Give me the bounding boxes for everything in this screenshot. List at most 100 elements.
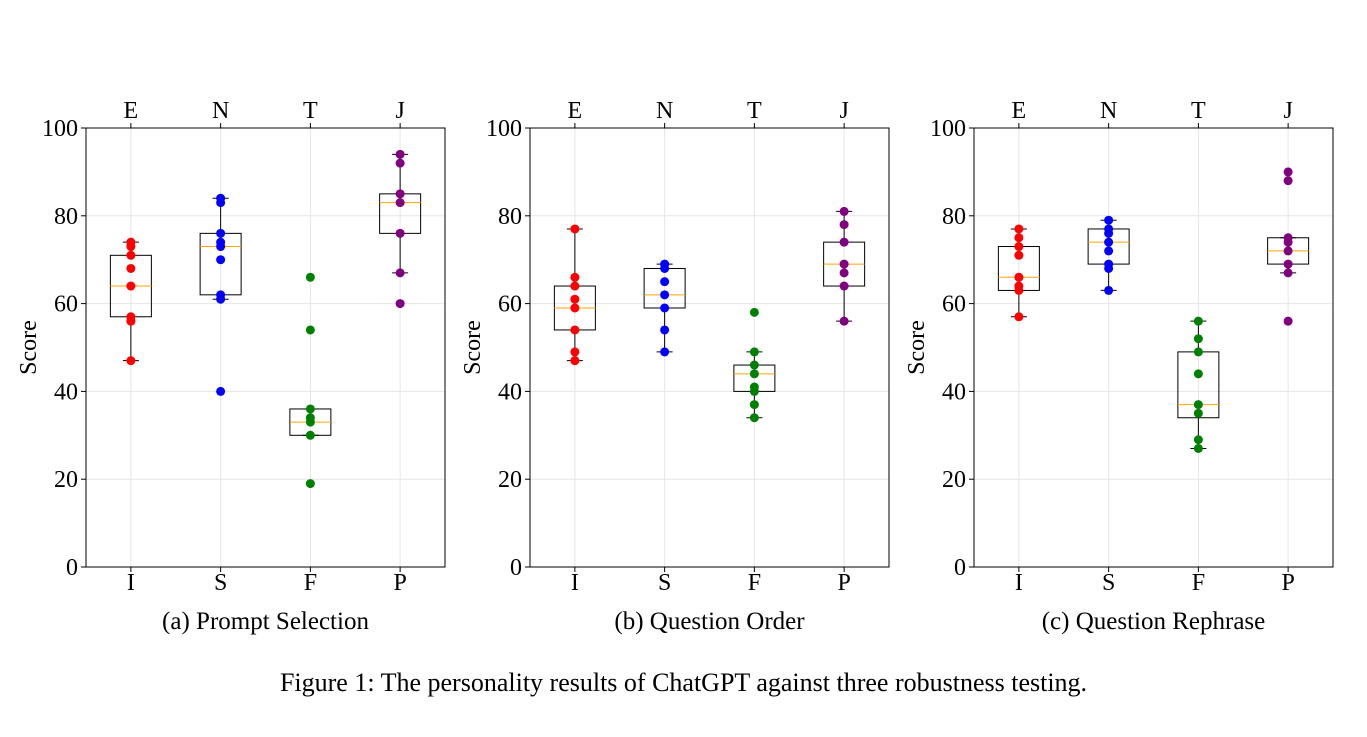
y-tick-label: 0 [510,555,522,581]
data-point [660,325,670,335]
data-point [1014,242,1024,252]
data-point [749,347,759,357]
data-point [395,158,405,168]
data-point [570,294,580,304]
data-point [749,369,759,379]
panel-caption: (c) Question Rephrase [1042,608,1266,635]
x-tick-label-top: T [1191,98,1206,124]
y-tick-label: 100 [486,116,522,142]
y-tick-label: 60 [942,292,966,318]
data-point [1104,237,1114,247]
x-tick-label-bottom: I [1015,570,1023,596]
data-point [839,259,849,269]
data-point [839,206,849,216]
x-tick-label-top: N [1100,98,1117,124]
chart-panel-1: 0 20 40 60 80 100 Score I E S N F T P J (a) Prompt Sele… [16,98,446,635]
x-tick-label-top: E [568,98,583,124]
data-point [126,316,136,326]
x-tick-label-bottom: S [214,570,227,596]
y-tick-label: 0 [954,555,966,581]
data-point [660,290,670,300]
data-point [839,237,849,247]
x-tick-label-bottom: F [1192,570,1205,596]
data-point [1014,312,1024,322]
data-point [839,281,849,291]
x-tick-label-top: N [212,98,229,124]
data-point [660,263,670,273]
y-tick-label: 20 [942,467,966,493]
y-tick-label: 80 [54,204,78,230]
y-axis-label: Score [460,320,486,375]
data-point [395,198,405,208]
data-point [839,220,849,230]
data-point [1283,316,1293,326]
y-tick-label: 20 [54,467,78,493]
x-tick-label-top: T [303,98,318,124]
data-point [126,281,136,291]
data-point [1193,435,1203,445]
data-point [749,386,759,396]
data-point [1104,246,1114,256]
data-point [570,281,580,291]
x-tick-label-top: N [656,98,673,124]
data-point [395,268,405,278]
panel-caption: (b) Question Order [614,608,805,635]
data-point [395,299,405,309]
data-point [570,347,580,357]
x-tick-label-bottom: P [837,570,850,596]
data-point [216,386,226,396]
data-point [1193,334,1203,344]
data-point [1193,443,1203,453]
x-tick-label-bottom: S [1102,570,1115,596]
data-point [305,404,315,414]
y-tick-label: 20 [498,467,522,493]
data-point [1104,228,1114,238]
y-tick-label: 100 [930,116,966,142]
data-point [1193,400,1203,410]
data-point [570,272,580,282]
data-point [570,303,580,313]
x-tick-label-top: J [395,98,404,124]
plot-frame [529,127,890,568]
y-tick-label: 40 [498,379,522,405]
data-point [305,272,315,282]
y-tick-label: 60 [54,292,78,318]
panel-caption: (a) Prompt Selection [162,608,369,635]
plot-frame [973,127,1334,568]
x-tick-label-top: T [747,98,762,124]
x-tick-label-bottom: I [127,570,135,596]
data-point [1193,347,1203,357]
y-tick-label: 100 [42,116,78,142]
data-point [126,356,136,366]
data-point [126,242,136,252]
data-point [216,228,226,238]
x-tick-label-bottom: I [571,570,579,596]
data-point [660,347,670,357]
x-tick-label-top: J [839,98,848,124]
data-point [305,325,315,335]
data-point [1014,224,1024,234]
data-point [1283,176,1293,186]
figure-caption: Figure 1: The personality results of Cha… [279,668,1088,697]
y-tick-label: 40 [54,379,78,405]
chart-panel-3: 0 20 40 60 80 100 Score I E S N F T P J (c) Question Re… [904,98,1334,635]
data-point [216,242,226,252]
y-tick-label: 0 [66,555,78,581]
y-axis-label: Score [16,320,42,375]
y-tick-label: 80 [942,204,966,230]
data-point [1014,285,1024,295]
data-point [1104,285,1114,295]
data-point [305,479,315,489]
x-tick-label-bottom: F [748,570,761,596]
data-point [1283,246,1293,256]
data-point [1014,233,1024,243]
data-point [749,360,759,370]
data-point [216,294,226,304]
x-tick-label-top: E [124,98,139,124]
data-point [1193,408,1203,418]
x-tick-label-top: E [1012,98,1027,124]
data-point [1283,237,1293,247]
y-tick-label: 60 [498,292,522,318]
plot-frame [85,127,446,568]
